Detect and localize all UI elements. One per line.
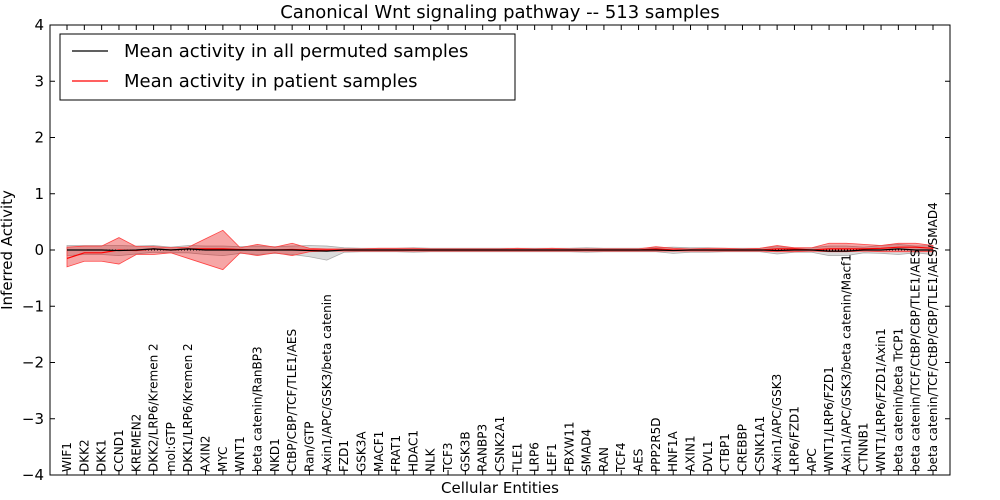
y-tick-label: −3 xyxy=(22,410,44,428)
legend-label-patient: Mean activity in patient samples xyxy=(124,71,418,92)
y-tick-label: 3 xyxy=(34,72,44,90)
x-category-label: NLK xyxy=(424,447,438,472)
x-category-label: APC xyxy=(805,448,819,472)
legend: Mean activity in all permuted samples Me… xyxy=(59,33,516,101)
x-category-label: DKK1 xyxy=(95,439,109,472)
x-category-label: CTBP1 xyxy=(718,433,732,472)
x-category-label: HDAC1 xyxy=(406,430,420,472)
plot-area-frame xyxy=(49,24,951,476)
x-category-label: FZD1 xyxy=(337,440,351,472)
x-category-label: RANBP3 xyxy=(476,424,490,472)
y-tick-label: 2 xyxy=(34,129,44,147)
x-category-label: CCND1 xyxy=(112,429,126,472)
x-category-label: GSK3B xyxy=(458,431,472,472)
x-category-label: MYC xyxy=(216,447,230,472)
x-category-label: CTNNB1 xyxy=(857,422,871,472)
y-tick-label: 4 xyxy=(34,16,44,34)
x-category-label: WNT1/LRP6/FZD1/Axin1 xyxy=(874,328,888,472)
x-category-label: NKD1 xyxy=(268,438,282,472)
x-category-label: CREBBP xyxy=(735,424,749,472)
x-category-label: DKK2/LRP6/Kremen 2 xyxy=(147,343,161,472)
x-category-label: LRP6 xyxy=(528,442,542,472)
y-tick-label: 0 xyxy=(34,241,44,259)
x-category-label: Ran/GTP xyxy=(302,421,316,472)
x-category-label: KREMEN2 xyxy=(129,414,143,472)
x-category-label: SMAD4 xyxy=(580,429,594,472)
x-category-label: AES xyxy=(632,449,646,472)
x-category-label: beta catenin/TCF/CtBP/CBP/TLE1/AES/SMAD4 xyxy=(926,202,940,472)
y-tick-label: −2 xyxy=(22,354,44,372)
x-category-label: HNF1A xyxy=(666,430,680,472)
x-axis-category-labels: WIF1 DKK2 DKK1 CCND1 KREMEN2 DKK2/LRP6/Kremen… xyxy=(60,25,940,475)
x-category-label: AXIN2 xyxy=(199,435,213,472)
x-category-label: CSNK1A1 xyxy=(753,416,767,472)
y-tick-label: −1 xyxy=(22,297,44,315)
x-category-label: beta catenin/TCF/CtBP/CBP/TLE1/AES xyxy=(909,249,923,472)
x-category-label: TCF3 xyxy=(441,442,455,473)
series-lines xyxy=(66,246,934,260)
x-category-label: DVL1 xyxy=(701,440,715,472)
x-category-label: WIF1 xyxy=(60,442,74,472)
x-category-label: DKK2 xyxy=(77,439,91,472)
x-category-label: beta catenin/beta TrCP1 xyxy=(891,328,905,472)
x-category-label: beta catenin/RanBP3 xyxy=(251,346,265,472)
x-category-label: GSK3A xyxy=(354,431,368,472)
x-category-label: FBXW11 xyxy=(562,422,576,473)
x-category-label: LEF1 xyxy=(545,443,559,472)
x-category-label: CtBP/CBP/TCF/TLE1/AES xyxy=(285,329,299,472)
x-category-label: MACF1 xyxy=(372,431,386,472)
chart-title: Canonical Wnt signaling pathway -- 513 s… xyxy=(280,2,720,23)
x-category-label: AXIN1 xyxy=(684,435,698,472)
x-category-label: mol:GTP xyxy=(164,422,178,472)
y-axis-title: Inferred Activity xyxy=(0,190,16,310)
x-axis-title: Cellular Entities xyxy=(441,479,559,497)
x-category-label: Axin1/APC/GSK3 xyxy=(770,374,784,472)
x-category-label: WNT1/LRP6/FZD1 xyxy=(822,366,836,472)
x-category-label: TCF4 xyxy=(614,442,628,473)
x-category-label: TLE1 xyxy=(510,443,524,473)
legend-box xyxy=(59,33,516,101)
x-category-label: Axin1/APC/GSK3/beta catenin/Macf1 xyxy=(839,254,853,472)
y-tick-label: 1 xyxy=(34,185,44,203)
x-category-label: Axin1/APC/GSK3/beta catenin xyxy=(320,294,334,472)
x-category-label: PPP2R5D xyxy=(649,417,663,472)
x-category-label: LRP6/FZD1 xyxy=(787,406,801,472)
x-category-label: RAN xyxy=(597,447,611,472)
y-axis-ticks: −4 −3 −2 −1 0 1 2 3 4 xyxy=(22,16,950,484)
x-category-label: WNT1 xyxy=(233,436,247,472)
x-category-label: CSNK2A1 xyxy=(493,416,507,472)
x-category-label: FRAT1 xyxy=(389,435,403,472)
series-line-permuted xyxy=(67,248,933,252)
y-tick-label: −4 xyxy=(22,466,44,484)
x-category-label: DKK1/LRP6/Kremen 2 xyxy=(181,343,195,472)
legend-label-permuted: Mean activity in all permuted samples xyxy=(124,41,468,62)
